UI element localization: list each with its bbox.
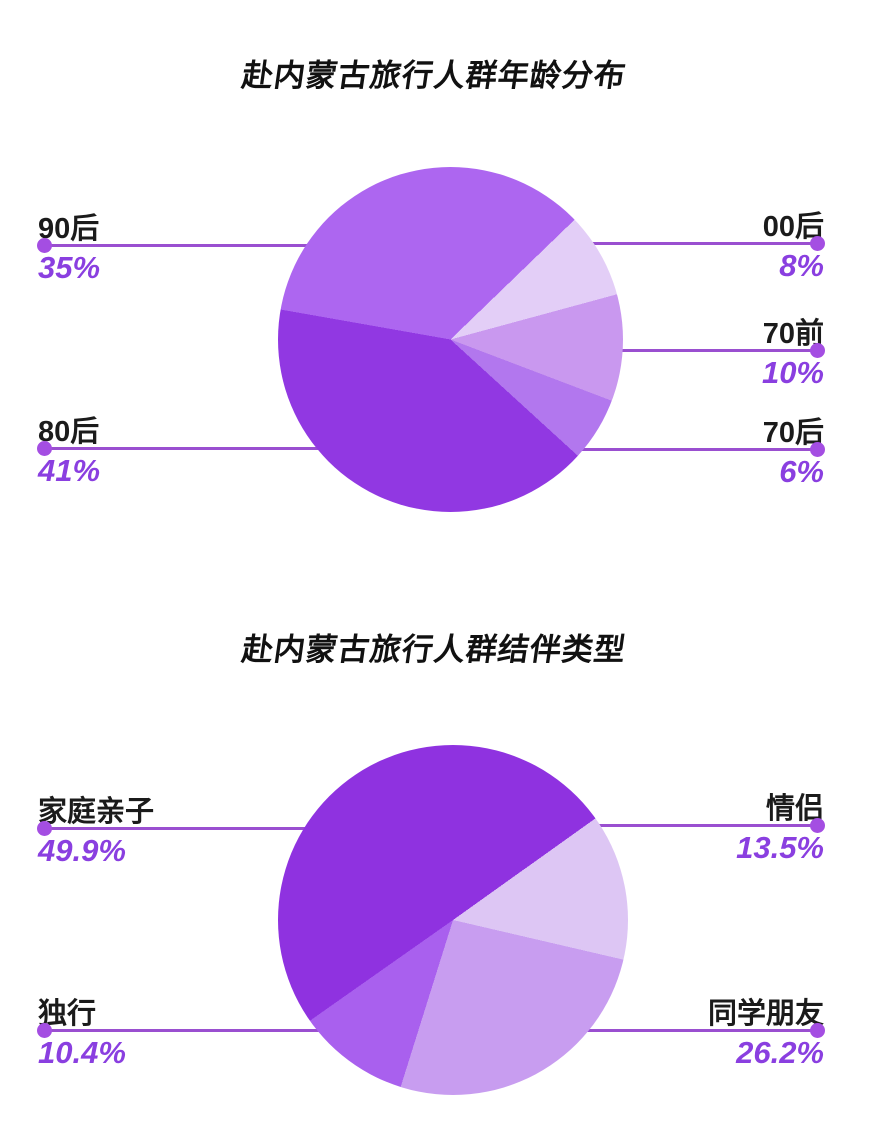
slice-percent: 35% — [38, 250, 101, 285]
leader-line — [452, 349, 824, 352]
slice-percent: 13.5% — [736, 830, 824, 865]
leader-line — [38, 827, 453, 830]
slice-percent: 8% — [779, 248, 824, 283]
chart1-label-90s: 90后 35% — [37, 200, 453, 290]
slice-percent: 26.2% — [736, 1035, 824, 1070]
leader-line — [38, 244, 453, 247]
chart2-label-family: 家庭亲子 49.9% — [37, 783, 453, 873]
chart2-pie — [278, 745, 628, 1095]
leader-dot-icon — [810, 1023, 825, 1038]
leader-dot-icon — [37, 441, 52, 456]
leader-line — [452, 824, 824, 827]
slice-percent: 10.4% — [38, 1035, 126, 1070]
leader-line — [452, 242, 824, 245]
leader-dot-icon — [810, 818, 825, 833]
leader-dot-icon — [810, 343, 825, 358]
slice-label: 同学朋友 — [707, 998, 824, 1031]
leader-line — [452, 1029, 824, 1032]
leader-line — [452, 448, 824, 451]
leader-dot-icon — [37, 821, 52, 836]
leader-line — [38, 447, 453, 450]
leader-dot-icon — [810, 236, 825, 251]
slice-percent: 49.9% — [38, 833, 126, 868]
leader-dot-icon — [37, 1023, 52, 1038]
slice-percent: 10% — [761, 355, 824, 390]
chart2-title: 赴内蒙古旅行人群结伴类型 — [239, 632, 629, 667]
chart1-label-80s: 80后 41% — [37, 403, 453, 493]
leader-line — [38, 1029, 453, 1032]
leader-dot-icon — [810, 442, 825, 457]
chart1-label-pre70s: 70前 10% — [452, 305, 825, 395]
chart2-label-solo: 独行 10.4% — [37, 985, 453, 1075]
chart2-label-friends: 同学朋友 26.2% — [452, 985, 825, 1075]
chart1-title: 赴内蒙古旅行人群年龄分布 — [239, 58, 629, 93]
chart1-label-70s: 70后 6% — [452, 404, 825, 494]
chart1-label-00s: 00后 8% — [452, 198, 825, 288]
chart1-pie — [278, 167, 623, 512]
chart2-label-couple: 情侣 13.5% — [452, 780, 825, 870]
slice-percent: 41% — [38, 453, 101, 488]
slice-percent: 6% — [779, 454, 824, 489]
leader-dot-icon — [37, 238, 52, 253]
slice-label: 家庭亲子 — [38, 796, 155, 829]
